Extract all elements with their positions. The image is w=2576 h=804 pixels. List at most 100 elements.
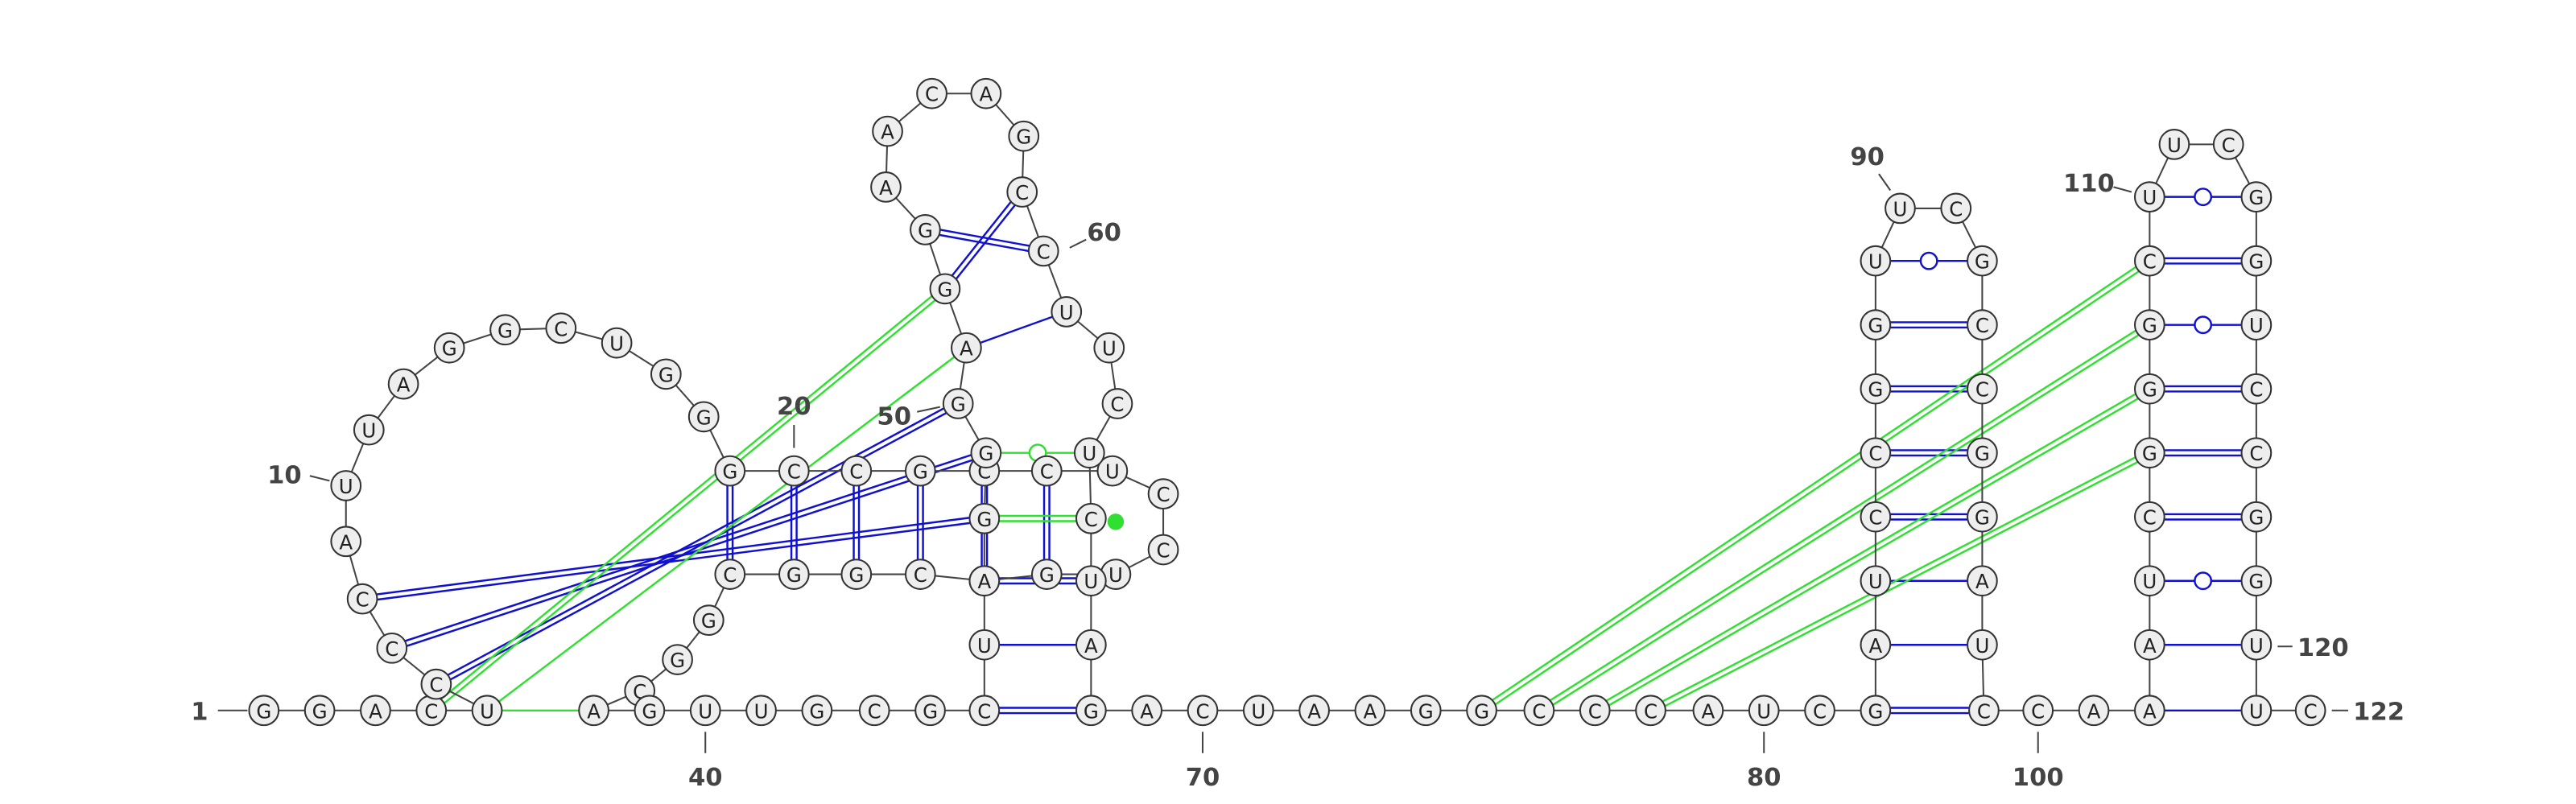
nucleotide-letter: G <box>1868 699 1883 723</box>
nucleotide: U <box>2240 629 2273 661</box>
nucleotide-letter: U <box>1084 570 1098 593</box>
nucleotide: C <box>1967 373 1998 405</box>
nucleotide-letter: U <box>2249 314 2264 337</box>
nucleotide-letter: G <box>1975 506 1990 530</box>
nucleotide-circle <box>1967 245 1998 277</box>
nucleotide-circle <box>1967 565 1998 597</box>
nucleotide-letter: G <box>722 460 737 484</box>
nucleotide-circle <box>1523 695 1555 727</box>
nucleotide-circle <box>840 559 873 590</box>
nucleotide-letter: A <box>1084 634 1098 658</box>
nucleotide-circle <box>1967 373 1998 405</box>
gu-pair-mark <box>2194 315 2213 335</box>
nucleotide: U <box>2240 309 2273 341</box>
nucleotide: A <box>951 332 982 364</box>
nucleotide: C <box>376 632 408 664</box>
nucleotide-circle <box>1354 695 1386 727</box>
nucleotide-letter: A <box>339 530 353 554</box>
pair-line <box>1649 449 2149 709</box>
nucleotide: A <box>330 526 362 558</box>
nucleotide: C <box>714 559 746 590</box>
nucleotide: C <box>2022 695 2054 727</box>
nucleotide-letter: G <box>312 699 328 723</box>
nucleotide: C <box>1075 502 1107 534</box>
nucleotide-circle <box>353 414 385 446</box>
nucleotide-letter: A <box>960 337 973 361</box>
nucleotide: A <box>578 695 609 727</box>
nucleotide-circle <box>1051 295 1083 328</box>
nucleotide-letter: C <box>1977 699 1991 723</box>
nucleotide: U <box>2133 181 2165 213</box>
nucleotide-letter: G <box>670 649 685 672</box>
nucleotide: C <box>1187 695 1219 727</box>
nucleotide-circle <box>1967 629 1998 661</box>
nucleotide: C <box>415 695 448 727</box>
nucleotide-circle <box>1968 695 2000 727</box>
gu-pair-mark <box>2194 571 2213 591</box>
pair-line <box>965 311 1067 349</box>
nucleotide: G <box>2133 437 2165 469</box>
nucleotide-letter: A <box>979 83 993 106</box>
nucleotide: G <box>634 695 666 727</box>
nucleotide: U <box>1860 245 1892 277</box>
nucleotide-circle <box>1027 235 1059 267</box>
nucleotide-circle <box>420 668 452 700</box>
nucleotide: G <box>1466 695 1497 727</box>
nucleotide: C <box>2212 129 2244 160</box>
nucleotide: G <box>2240 565 2273 597</box>
nucleotide-letter: G <box>2142 378 2157 402</box>
nucleotide-circle <box>2133 437 2165 469</box>
nucleotide-letter: G <box>1868 378 1883 402</box>
nucleotide: A <box>1298 695 1330 727</box>
nucleotide: G <box>968 502 1001 534</box>
nucleotide-circle <box>858 695 890 727</box>
nucleotide-letter: G <box>1418 699 1434 723</box>
nucleotide-letter: A <box>881 121 894 144</box>
nucleotide-letter: C <box>554 317 568 340</box>
pair-line <box>436 405 960 688</box>
nucleotide-letter: C <box>2143 250 2157 274</box>
nucleotide-letter: C <box>1157 483 1170 506</box>
position-number: 100 <box>2013 764 2064 792</box>
nucleotide: G <box>248 695 280 727</box>
nucleotide-letter: A <box>397 373 411 397</box>
nucleotide-letter: C <box>925 83 939 106</box>
nucleotide-circle <box>1860 373 1892 405</box>
nucleotide: C <box>2294 695 2326 727</box>
number-tick <box>2113 186 2132 193</box>
pair-line <box>361 514 985 598</box>
nucleotide: U <box>1242 695 1274 727</box>
nucleotide: A <box>1967 565 1998 597</box>
pair-line <box>1596 390 2152 714</box>
nucleotide-letter: A <box>587 699 601 723</box>
pair-line <box>390 449 986 647</box>
pair-line <box>432 290 947 714</box>
nucleotide-circle <box>1804 695 1835 727</box>
nucleotide-circle <box>689 695 721 727</box>
nucleotide: G <box>840 559 873 590</box>
nucleotide-circle <box>910 214 941 245</box>
nucleotide-circle <box>714 455 746 487</box>
nucleotide-circle <box>970 77 1002 109</box>
nucleotide: G <box>942 388 974 419</box>
nucleotide-letter: U <box>2249 699 2264 723</box>
nucleotide: C <box>916 77 947 109</box>
nucleotide: G <box>1967 245 1998 277</box>
nucleotide-circle <box>745 695 777 727</box>
nucleotide-circle <box>1940 192 1972 225</box>
pair-line <box>362 520 985 603</box>
nucleotide-letter: C <box>1015 181 1029 204</box>
nucleotide: A <box>2133 695 2165 727</box>
nucleotide-circle <box>2133 629 2165 661</box>
nucleotide-letter: A <box>369 699 382 723</box>
nucleotide: U <box>1100 559 1132 590</box>
nucleotide: A <box>968 565 1001 597</box>
nucleotide-letter: U <box>2142 570 2157 593</box>
nucleotide-letter: U <box>1757 699 1771 723</box>
nucleotide: G <box>1075 695 1107 727</box>
nucleotide: G <box>904 455 936 487</box>
nucleotide: G <box>303 695 336 727</box>
nucleotide: G <box>1030 559 1063 590</box>
nucleotide-letter: G <box>701 609 716 633</box>
nucleotide-letter: C <box>1084 508 1098 531</box>
